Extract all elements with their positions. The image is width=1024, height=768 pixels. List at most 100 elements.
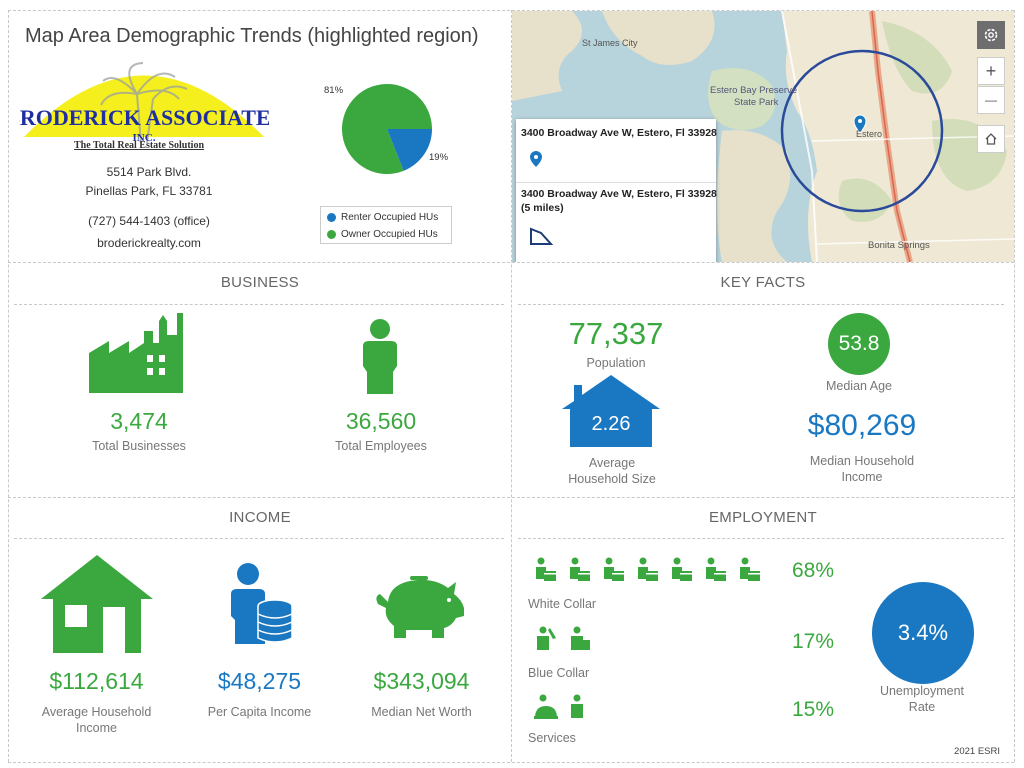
total-employees-value: 36,560 — [345, 408, 417, 434]
white-collar-worker-icon — [638, 557, 658, 581]
zoom-out-button[interactable]: — — [977, 86, 1005, 114]
total-employees-label: Total Employees — [335, 439, 427, 453]
map-popup[interactable]: 3400 Broadway Ave W, Estero, Fl 33928 34… — [516, 119, 717, 262]
home-icon — [985, 133, 997, 145]
white-collar-worker-icon — [672, 557, 692, 581]
white-collar-worker-icon — [536, 557, 556, 581]
white-collar-worker-icon — [604, 557, 624, 581]
employment-panel: EMPLOYMENT 68% White Collar 17% Blue Col… — [512, 498, 1014, 762]
esri-credit: 2021 ESRI — [954, 746, 1000, 757]
white-collar-icons — [534, 557, 772, 585]
services-icons — [534, 694, 602, 722]
home-button[interactable] — [977, 125, 1005, 153]
renter-swatch — [327, 213, 336, 222]
map-canvas[interactable] — [512, 11, 1014, 262]
per-capita-income-value: $48,275 — [217, 668, 302, 694]
logo-graphic: BRODERICK ASSOCIATES INC. — [5, 62, 283, 144]
avg-household-income-value: $112,614 — [49, 668, 144, 694]
factory-icon — [89, 313, 183, 393]
key-facts-panel: KEY FACTS 77,337 Population 53.8 Median … — [512, 263, 1014, 497]
company-panel: Map Area Demographic Trends (highlighted… — [5, 11, 511, 262]
company-website[interactable]: broderickrealty.com — [97, 236, 201, 250]
person-icon — [363, 319, 397, 394]
owner-swatch — [327, 230, 336, 239]
avg-household-income-label-1: Average Household — [41, 705, 152, 719]
services-worker-icon — [571, 694, 583, 718]
total-businesses-label: Total Businesses — [92, 439, 186, 453]
map-label-estero-bay: Estero Bay Preserve — [710, 85, 798, 96]
services-pct: 15% — [792, 698, 835, 721]
popup-ring-address: 3400 Broadway Ave W, Estero, Fl 33928 — [521, 188, 717, 200]
unemployment-label-2: Rate — [908, 700, 936, 714]
median-income-label-1: Median Household — [809, 454, 915, 468]
blue-collar-icons — [534, 626, 602, 654]
per-capita-income-label: Per Capita Income — [207, 705, 312, 719]
pie-slice-renter-occupied-hus — [387, 129, 432, 171]
white-collar-pct: 68% — [792, 559, 835, 582]
median-net-worth-value: $343,094 — [373, 668, 470, 694]
gear-icon — [984, 28, 998, 42]
white-collar-worker-icon — [740, 557, 760, 581]
median-age-label: Median Age — [825, 379, 893, 393]
popup-ring-radius: (5 miles) — [521, 202, 564, 214]
blue-collar-pct: 17% — [792, 630, 835, 653]
legend-renter: Renter Occupied HUs — [327, 209, 445, 226]
unemployment-label-1: Unemployment — [879, 684, 965, 698]
popup-item-point[interactable]: 3400 Broadway Ave W, Estero, Fl 33928 — [516, 119, 717, 183]
map-panel[interactable]: St James City Estero Bay Preserve State … — [512, 11, 1014, 262]
business-title: BUSINESS — [220, 274, 300, 291]
median-income-label-2: Income — [841, 470, 883, 484]
median-net-worth-label: Median Net Worth — [371, 705, 472, 719]
company-address-2: Pinellas Park, FL 33781 — [85, 184, 213, 198]
polygon-icon — [530, 227, 553, 245]
key-facts-title: KEY FACTS — [720, 274, 806, 291]
white-collar-worker-icon — [570, 557, 590, 581]
company-tagline: The Total Real Estate Solution — [74, 140, 205, 151]
blue-collar-worker-icon — [537, 626, 556, 650]
pie-renter-label: 19% — [429, 152, 449, 163]
avg-household-income-label-2: Income — [76, 721, 117, 735]
blue-collar-label: Blue Collar — [528, 666, 590, 680]
page-title: Map Area Demographic Trends (highlighted… — [25, 25, 479, 47]
housing-pie-chart — [342, 84, 432, 174]
unemployment-circle: 3.4% — [872, 582, 974, 684]
pie-legend: Renter Occupied HUs Owner Occupied HUs — [320, 206, 452, 244]
piggy-bank-icon — [376, 576, 464, 638]
household-size-label-2: Household Size — [568, 472, 656, 486]
house-icon — [562, 375, 660, 447]
median-age-circle: 53.8 — [828, 313, 890, 375]
population-value: 77,337 — [568, 316, 664, 351]
blue-collar-worker-icon — [571, 626, 590, 650]
median-income-value: $80,269 — [807, 409, 917, 442]
legend-owner: Owner Occupied HUs — [327, 226, 445, 243]
company-phone[interactable]: (727) 544-1403 (office) — [88, 214, 210, 228]
median-age-value: 53.8 — [838, 332, 880, 355]
pie-owner-label: 81% — [324, 85, 344, 96]
employment-title: EMPLOYMENT — [708, 509, 817, 526]
zoom-in-button[interactable]: + — [977, 57, 1005, 85]
logo-inc: INC. — [133, 132, 156, 144]
white-collar-worker-icon — [706, 557, 726, 581]
map-label-estero: Estero — [856, 129, 883, 139]
map-label-st-james: St James City — [582, 38, 638, 48]
business-panel: BUSINESS 3,474 Total Businesses 36,560 T… — [9, 263, 511, 497]
income-title: INCOME — [229, 509, 291, 526]
popup-point-address: 3400 Broadway Ave W, Estero, Fl 33928 — [521, 127, 717, 139]
household-size-value: 2.26 — [591, 413, 631, 435]
settings-gear-button[interactable] — [977, 21, 1005, 49]
home-income-icon — [41, 555, 153, 653]
unemployment-value: 3.4% — [897, 620, 949, 645]
population-label: Population — [586, 356, 646, 370]
map-label-bonita: Bonita Springs — [868, 240, 930, 251]
household-size-label-1: Average — [588, 456, 636, 470]
popup-item-ring[interactable]: 3400 Broadway Ave W, Estero, Fl 33928 (5… — [516, 183, 717, 262]
legend-renter-label: Renter Occupied HUs — [341, 212, 439, 223]
company-logo: BRODERICK ASSOCIATES INC. — [5, 59, 283, 151]
legend-owner-label: Owner Occupied HUs — [341, 229, 438, 240]
services-label: Services — [528, 731, 576, 745]
map-pin-icon — [530, 151, 542, 167]
pie-slice-owner-occupied-hus — [342, 84, 432, 174]
company-address-1: 5514 Park Blvd. — [106, 165, 192, 179]
total-businesses-value: 3,474 — [110, 408, 168, 434]
person-coins-icon — [231, 563, 293, 644]
